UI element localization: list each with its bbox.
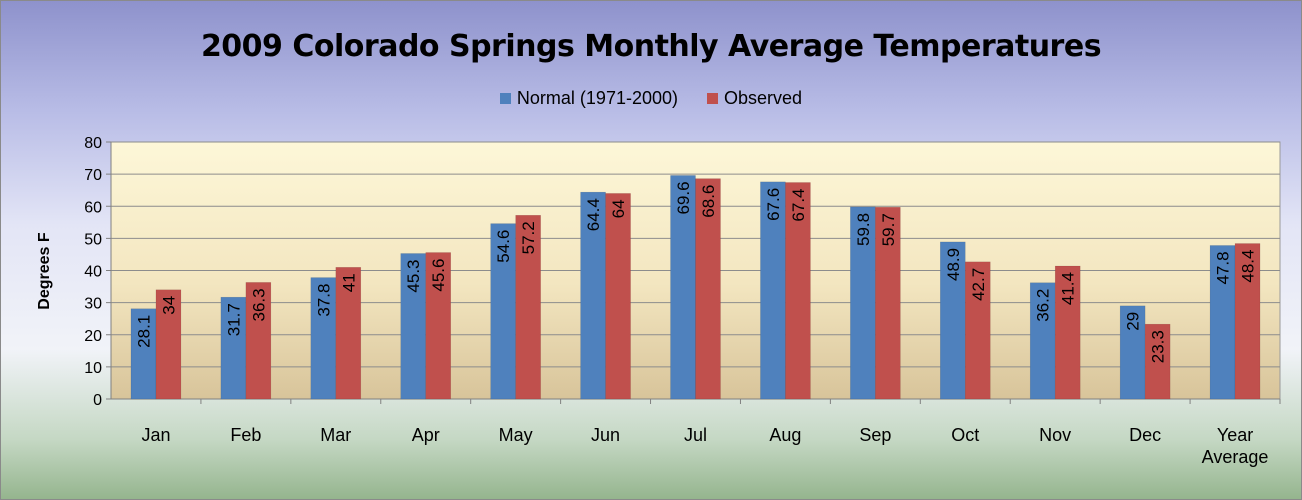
- x-tick-label: Feb: [230, 425, 261, 445]
- data-label: 29: [1124, 312, 1143, 331]
- data-label: 48.4: [1239, 250, 1258, 283]
- data-label: 57.2: [519, 221, 538, 254]
- data-label: 28.1: [134, 315, 153, 348]
- bar-observed: [695, 178, 721, 400]
- bar-normal: [940, 241, 966, 400]
- data-label: 59.8: [854, 213, 873, 246]
- x-tick-label: Dec: [1129, 425, 1161, 445]
- data-label: 47.8: [1214, 251, 1233, 284]
- bar-observed: [875, 206, 901, 400]
- x-tick-label: Apr: [412, 425, 440, 445]
- bar-normal: [1029, 282, 1056, 400]
- data-label: 41.4: [1059, 272, 1078, 305]
- data-label: 36.3: [249, 288, 268, 321]
- y-tick-label: 40: [84, 264, 102, 281]
- y-tick-label: 50: [84, 231, 102, 248]
- data-label: 23.3: [1149, 330, 1168, 363]
- data-label: 68.6: [699, 185, 718, 218]
- x-tick-label: Jun: [591, 425, 620, 445]
- legend-swatch-observed: [707, 93, 719, 104]
- bar-observed: [245, 282, 272, 400]
- bar-normal: [760, 181, 786, 400]
- x-tick-label: Year Average: [1202, 425, 1269, 467]
- data-label: 36.2: [1034, 289, 1053, 322]
- bar-observed: [965, 261, 991, 400]
- data-label: 59.7: [879, 213, 898, 246]
- data-label: 64.4: [584, 198, 603, 231]
- bar-normal: [1209, 245, 1236, 400]
- legend: Normal (1971-2000) Observed: [1, 88, 1301, 109]
- bar-normal: [310, 277, 337, 400]
- y-tick-label: 20: [84, 328, 102, 345]
- data-label: 45.3: [404, 259, 423, 292]
- y-tick-label: 80: [84, 135, 102, 152]
- data-label: 54.6: [494, 230, 513, 263]
- x-tick-label: Nov: [1039, 425, 1071, 445]
- y-tick-label: 0: [93, 392, 102, 409]
- bar-observed: [155, 289, 182, 400]
- x-tick-label: Sep: [859, 425, 891, 445]
- y-tick-label: 30: [84, 296, 102, 313]
- x-tick-label: Jan: [141, 425, 170, 445]
- data-label: 34: [159, 296, 178, 315]
- data-label: 69.6: [674, 181, 693, 214]
- x-tick-label: May: [499, 425, 533, 445]
- bar-normal: [220, 296, 247, 400]
- data-label: 48.9: [944, 248, 963, 281]
- bar-observed: [785, 182, 811, 400]
- bar-observed: [1054, 265, 1081, 400]
- bar-normal: [130, 308, 157, 400]
- legend-swatch-normal: [499, 93, 511, 104]
- bar-normal: [580, 191, 606, 400]
- bar-normal: [490, 223, 516, 400]
- legend-item-observed: Observed: [707, 88, 802, 109]
- chart-title: 2009 Colorado Springs Monthly Average Te…: [200, 29, 1102, 64]
- data-label: 64: [609, 199, 628, 218]
- data-label: 42.7: [969, 268, 988, 301]
- data-label: 45.6: [429, 259, 448, 292]
- x-tick-label: Aug: [769, 425, 801, 445]
- legend-label-observed: Observed: [724, 88, 803, 108]
- data-label: 31.7: [224, 303, 243, 336]
- bar-observed: [1234, 243, 1261, 400]
- bar-observed: [605, 193, 631, 400]
- bar-normal: [850, 206, 876, 400]
- bar-normal: [400, 253, 426, 400]
- bar-observed: [425, 252, 451, 400]
- y-tick-label: 60: [84, 199, 102, 216]
- x-tick-label: Oct: [951, 425, 979, 445]
- bar-observed: [515, 214, 541, 400]
- legend-label-normal: Normal (1971-2000): [516, 88, 678, 108]
- y-tick-label: 10: [84, 360, 102, 377]
- data-label: 67.4: [789, 188, 808, 221]
- data-label: 41: [339, 273, 358, 292]
- data-label: 37.8: [314, 284, 333, 317]
- x-tick-label: Jul: [684, 425, 707, 445]
- data-label: 67.6: [764, 188, 783, 221]
- bar-observed: [335, 267, 362, 400]
- y-tick-label: 70: [84, 167, 102, 184]
- legend-item-normal: Normal (1971-2000): [499, 88, 678, 109]
- bar-normal: [670, 175, 696, 400]
- x-tick-label: Mar: [320, 425, 351, 445]
- bar-observed: [1144, 323, 1171, 400]
